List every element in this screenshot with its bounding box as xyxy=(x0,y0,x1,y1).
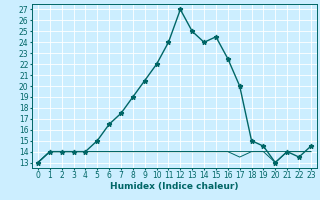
X-axis label: Humidex (Indice chaleur): Humidex (Indice chaleur) xyxy=(110,182,239,191)
